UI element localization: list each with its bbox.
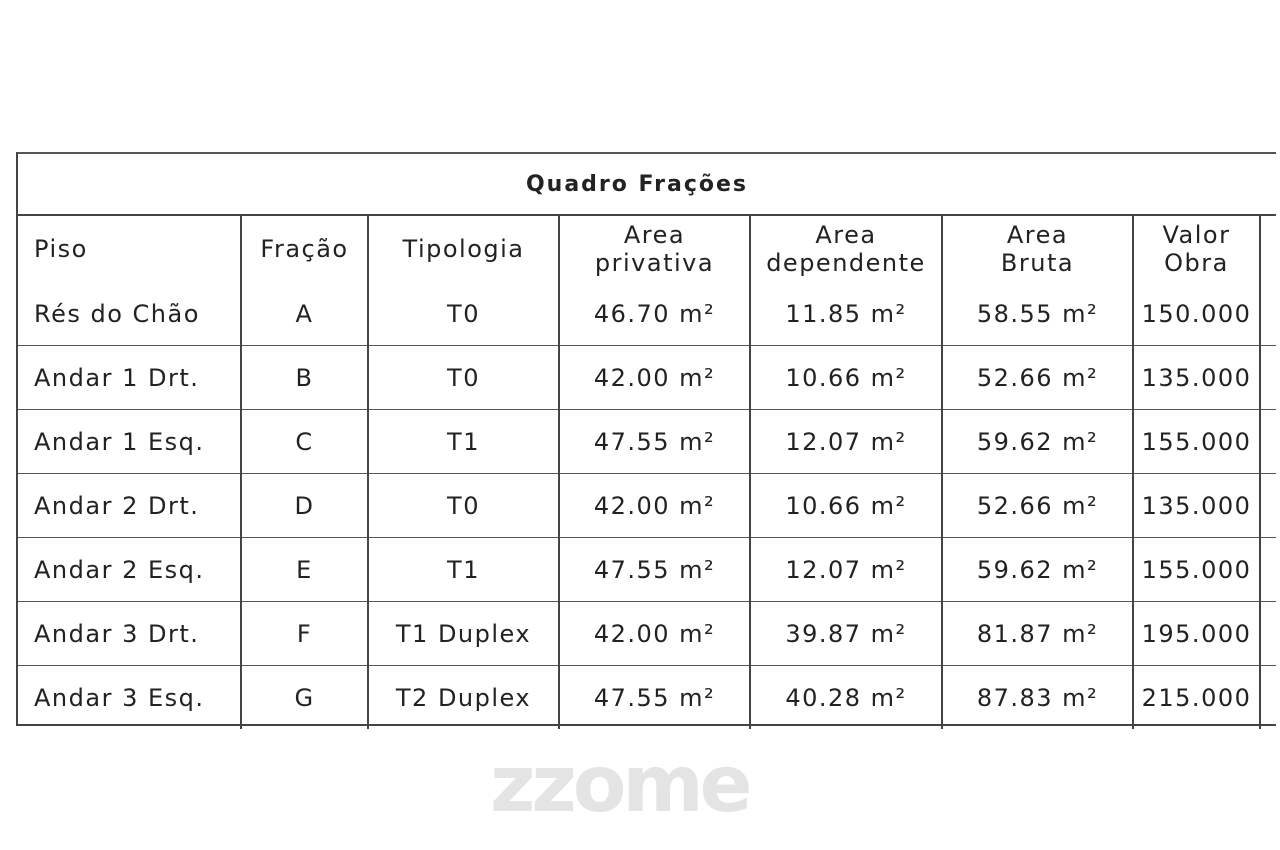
header-area-privativa: Area privativa — [559, 216, 751, 282]
cell-valor-obra: 155.000 — [1133, 409, 1261, 474]
cell-piso: Rés do Chão — [18, 282, 242, 346]
header-line: Bruta — [1000, 249, 1075, 277]
cell-tipologia: T2 Duplex — [368, 665, 560, 729]
cell-area-privativa: 46.70 m² — [559, 282, 751, 346]
cell-area-privativa: 42.00 m² — [559, 473, 751, 538]
table-row: Andar 3 Drt. F T1 Duplex 42.00 m² 39.87 m² 81… — [18, 601, 1276, 666]
cell-fracao: B — [241, 345, 369, 410]
extra-column — [1260, 409, 1276, 474]
cell-area-dependente: 12.07 m² — [750, 537, 943, 602]
cell-area-privativa: 42.00 m² — [559, 345, 751, 410]
cell-area-bruta: 58.55 m² — [942, 282, 1134, 346]
cell-fracao: A — [241, 282, 369, 346]
cell-fracao: C — [241, 409, 369, 474]
extra-column — [1260, 537, 1276, 602]
cell-valor-obra: 215.000 — [1133, 665, 1261, 729]
extra-column — [1260, 282, 1276, 346]
header-line: Area — [1006, 221, 1069, 249]
cell-tipologia: T0 — [368, 345, 560, 410]
cell-tipologia: T0 — [368, 282, 560, 346]
extra-column — [1260, 473, 1276, 538]
cell-fracao: G — [241, 665, 369, 729]
table-row: Andar 1 Drt. B T0 42.00 m² 10.66 m² 52.66 m² 1… — [18, 345, 1276, 410]
cell-area-dependente: 10.66 m² — [750, 473, 943, 538]
cell-area-bruta: 52.66 m² — [942, 345, 1134, 410]
cell-tipologia: T0 — [368, 473, 560, 538]
cell-tipologia: T1 — [368, 409, 560, 474]
header-line: dependente — [766, 249, 926, 277]
fractions-table-frame: Quadro Frações Piso Fração Tipologia Are… — [16, 152, 1276, 729]
cell-piso: Andar 3 Esq. — [18, 665, 242, 729]
cell-area-dependente: 10.66 m² — [750, 345, 943, 410]
cell-valor-obra: 135.000 — [1133, 345, 1261, 410]
cell-area-dependente: 40.28 m² — [750, 665, 943, 729]
cell-fracao: E — [241, 537, 369, 602]
fractions-table: Piso Fração Tipologia Area privativa Area… — [18, 216, 1276, 729]
cell-area-bruta: 59.62 m² — [942, 409, 1134, 474]
cell-fracao: D — [241, 473, 369, 538]
cell-area-bruta: 81.87 m² — [942, 601, 1134, 666]
table-row: Andar 2 Drt. D T0 42.00 m² 10.66 m² 52.66 m² 1… — [18, 473, 1276, 538]
extra-column — [1260, 345, 1276, 410]
header-line: Area — [815, 221, 877, 249]
extra-column — [1260, 216, 1276, 282]
header-line: Valor — [1162, 221, 1231, 249]
cell-area-dependente: 39.87 m² — [750, 601, 943, 666]
cell-area-dependente: 12.07 m² — [750, 409, 943, 474]
cell-area-privativa: 47.55 m² — [559, 537, 751, 602]
cell-area-dependente: 11.85 m² — [750, 282, 943, 346]
header-line: Area — [623, 221, 686, 249]
cell-area-privativa: 42.00 m² — [559, 601, 751, 666]
cell-valor-obra: 155.000 — [1133, 537, 1261, 602]
table-title: Quadro Frações — [18, 154, 1276, 216]
table-row: Andar 3 Esq. G T2 Duplex 47.55 m² 40.28 m² 87… — [18, 665, 1276, 730]
cell-piso: Andar 3 Drt. — [18, 601, 242, 666]
header-area-bruta: Area Bruta — [942, 216, 1134, 282]
cell-valor-obra: 150.000 — [1133, 282, 1261, 346]
cell-piso: Andar 1 Drt. — [18, 345, 242, 410]
header-line: privativa — [594, 249, 715, 277]
cell-valor-obra: 135.000 — [1133, 473, 1261, 538]
header-fracao: Fração — [241, 216, 369, 282]
cell-area-privativa: 47.55 m² — [559, 665, 751, 729]
cell-valor-obra: 195.000 — [1133, 601, 1261, 666]
watermark-logo: zzome — [490, 740, 753, 830]
table-row: Rés do Chão A T0 46.70 m² 11.85 m² 58.55 m² 15… — [18, 282, 1276, 346]
cell-area-bruta: 87.83 m² — [942, 665, 1134, 729]
extra-column — [1260, 601, 1276, 666]
cell-area-privativa: 47.55 m² — [559, 409, 751, 474]
header-row: Piso Fração Tipologia Area privativa Area… — [18, 216, 1276, 282]
table-row: Andar 1 Esq. C T1 47.55 m² 12.07 m² 59.62 m² 1… — [18, 409, 1276, 474]
header-tipologia: Tipologia — [368, 216, 560, 282]
cell-piso: Andar 2 Drt. — [18, 473, 242, 538]
cell-tipologia: T1 Duplex — [368, 601, 560, 666]
header-area-dependente: Area dependente — [750, 216, 943, 282]
header-valor-obra: Valor Obra — [1133, 216, 1261, 282]
cell-tipologia: T1 — [368, 537, 560, 602]
cell-area-bruta: 52.66 m² — [942, 473, 1134, 538]
cell-piso: Andar 1 Esq. — [18, 409, 242, 474]
header-line: Obra — [1164, 249, 1229, 277]
cell-piso: Andar 2 Esq. — [18, 537, 242, 602]
cell-fracao: F — [241, 601, 369, 666]
table-row: Andar 2 Esq. E T1 47.55 m² 12.07 m² 59.62 m² 1… — [18, 537, 1276, 602]
header-piso: Piso — [18, 216, 242, 282]
extra-column — [1260, 666, 1276, 730]
cell-area-bruta: 59.62 m² — [942, 537, 1134, 602]
